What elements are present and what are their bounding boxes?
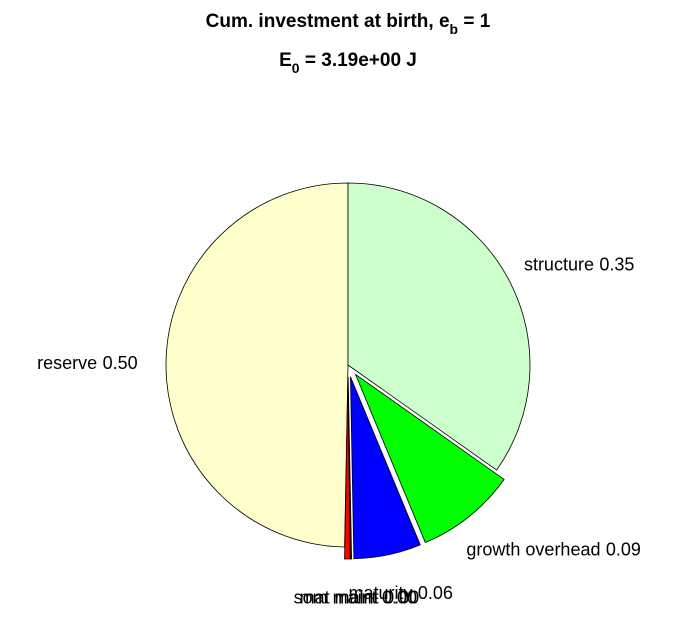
slice-label: reserve 0.50 [37,353,137,373]
pie-slice [347,182,531,471]
pie-slice [354,373,505,543]
slice-label: growth overhead 0.09 [466,540,641,560]
slice-value-label: 0.00 [384,587,419,607]
slice-category: maturity [348,583,412,603]
slice-value-label: 0.09 [606,540,641,560]
slice-value-label: 0.00 [382,587,417,607]
pie-slice [165,182,349,548]
slice-category: reserve [37,353,97,373]
title-text: Cum. investment at birth, e [206,11,450,32]
slice-label: structure 0.35 [524,255,634,275]
slice-label: som maint 0.00 [294,587,417,607]
slice-category: mat maint [300,587,379,607]
subtitle-text: = 3.19e+00 J [300,50,417,71]
title-subscript: b [450,21,459,37]
subtitle-subscript: 0 [292,60,300,76]
title-text: = 1 [458,11,491,32]
slice-value-label: 0.35 [599,255,634,275]
slice-label: mat maint 0.00 [300,587,419,607]
chart-subtitle: E0 = 3.19e+00 J [279,50,417,76]
slice-value-label: 0.06 [418,583,453,603]
pie-slice [347,376,353,560]
slice-value-label: 0.50 [103,353,138,373]
slice-category: structure [524,255,594,275]
chart-title: Cum. investment at birth, eb = 1 [206,11,491,37]
slice-category: som maint [294,587,377,607]
slice-label: maturity 0.06 [348,583,452,603]
subtitle-text: E [279,50,292,71]
pie-slice [350,376,421,560]
slice-category: growth overhead [466,540,600,560]
